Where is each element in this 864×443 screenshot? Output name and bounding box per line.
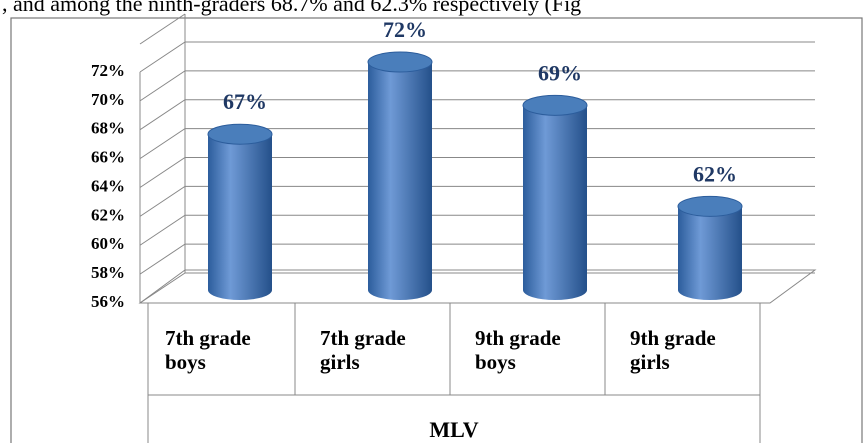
x-tick-label: 9th grade girls [630, 326, 716, 374]
y-tick-label: 66% [91, 148, 125, 167]
y-tick-label: 60% [91, 234, 125, 253]
caption-fragment: , and among the ninth-graders 68.7% and … [2, 0, 581, 16]
floor [138, 269, 817, 304]
data-label: 62% [693, 161, 737, 186]
bar [522, 94, 588, 300]
x-tick-label: 9th grade boys [475, 326, 561, 374]
bar [677, 195, 743, 300]
x-tick-label: 7th grade boys [165, 326, 251, 374]
y-tick-label: 58% [91, 263, 125, 282]
cylinder-body [368, 62, 432, 300]
bar [207, 123, 273, 300]
cylinder-body [523, 105, 587, 300]
y-tick-label: 64% [91, 176, 125, 195]
cylinder-top [677, 195, 743, 217]
bar [367, 51, 433, 300]
x-tick-label: 7th grade girls [320, 326, 406, 374]
data-label: 72% [383, 17, 427, 42]
data-label: 69% [538, 60, 582, 85]
chart-frame [10, 17, 863, 443]
y-tick-label: 68% [91, 119, 125, 138]
cylinder-top [207, 123, 273, 145]
grid [139, 13, 815, 304]
y-tick-label: 70% [91, 90, 125, 109]
data-label: 67% [223, 89, 267, 114]
cylinder-top [522, 94, 588, 116]
cylinder-body [678, 206, 742, 300]
cylinder-top [367, 51, 433, 73]
x-axis-label: MLV [429, 417, 478, 442]
y-tick-label: 56% [91, 292, 125, 311]
back-wall-top [139, 13, 186, 45]
grid-line [139, 41, 815, 73]
y-tick-label: 62% [91, 205, 125, 224]
y-tick-label: 72% [91, 61, 125, 80]
cylinder-body [208, 134, 272, 300]
